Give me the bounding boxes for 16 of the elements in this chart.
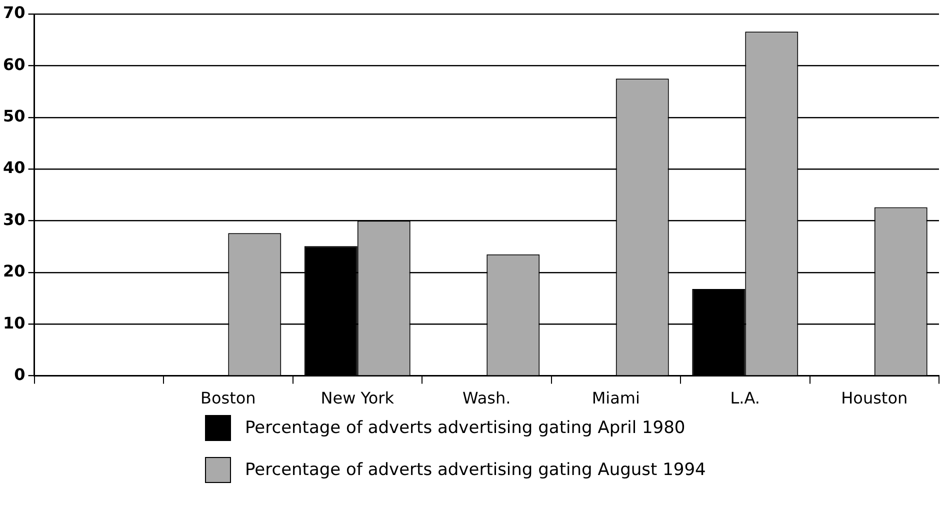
y-tick-label: 30 <box>3 210 26 229</box>
y-tick-label: 60 <box>3 54 26 74</box>
x-tick-label: Houston <box>841 388 908 408</box>
x-tick-label: L.A. <box>730 388 760 408</box>
legend-label: Percentage of adverts advertising gating August 1994 <box>245 460 706 480</box>
y-tick-label: 40 <box>3 158 26 178</box>
y-tick-label: 70 <box>3 3 26 22</box>
y-tick-label: 0 <box>14 364 26 384</box>
x-tick-label: Miami <box>592 388 640 408</box>
x-tick-label: Boston <box>200 388 256 408</box>
x-tick-label: Wash. <box>462 388 511 408</box>
y-tick-label: 20 <box>3 262 26 281</box>
y-tick-label: 10 <box>3 313 26 332</box>
x-tick-label: New York <box>320 388 395 408</box>
y-tick-label: 50 <box>3 106 26 126</box>
legend-label: Percentage of adverts advertising gating April 1980 <box>245 418 686 438</box>
